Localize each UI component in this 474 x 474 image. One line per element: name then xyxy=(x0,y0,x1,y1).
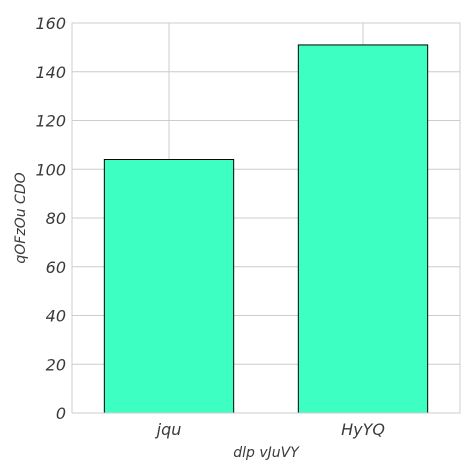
bar-jqu xyxy=(103,159,235,414)
bars xyxy=(103,44,429,414)
y-tick-label: 160 xyxy=(35,14,66,33)
y-tick-label: 60 xyxy=(46,258,66,277)
bar-HyYQ xyxy=(297,44,429,414)
y-tick-label: 20 xyxy=(46,355,66,374)
x-axis-title: dlp vJuVY xyxy=(233,445,300,461)
y-tick-label: 140 xyxy=(35,63,66,82)
y-tick-label: 120 xyxy=(35,112,66,131)
plot-area-frame xyxy=(71,22,461,414)
y-axis-tick-labels: 0 20 40 60 80 100 120 140 160 xyxy=(35,14,66,423)
y-tick-label: 40 xyxy=(46,307,66,326)
y-axis-title: qOFzOu CDO xyxy=(13,172,29,263)
y-tick-label: 100 xyxy=(35,160,66,179)
y-tick-label: 80 xyxy=(46,209,66,228)
x-tick-label: HyYQ xyxy=(341,420,385,439)
x-axis-tick-labels: jqu HyYQ xyxy=(155,420,385,439)
x-tick-label: jqu xyxy=(155,420,182,439)
y-tick-label: 0 xyxy=(56,404,66,423)
